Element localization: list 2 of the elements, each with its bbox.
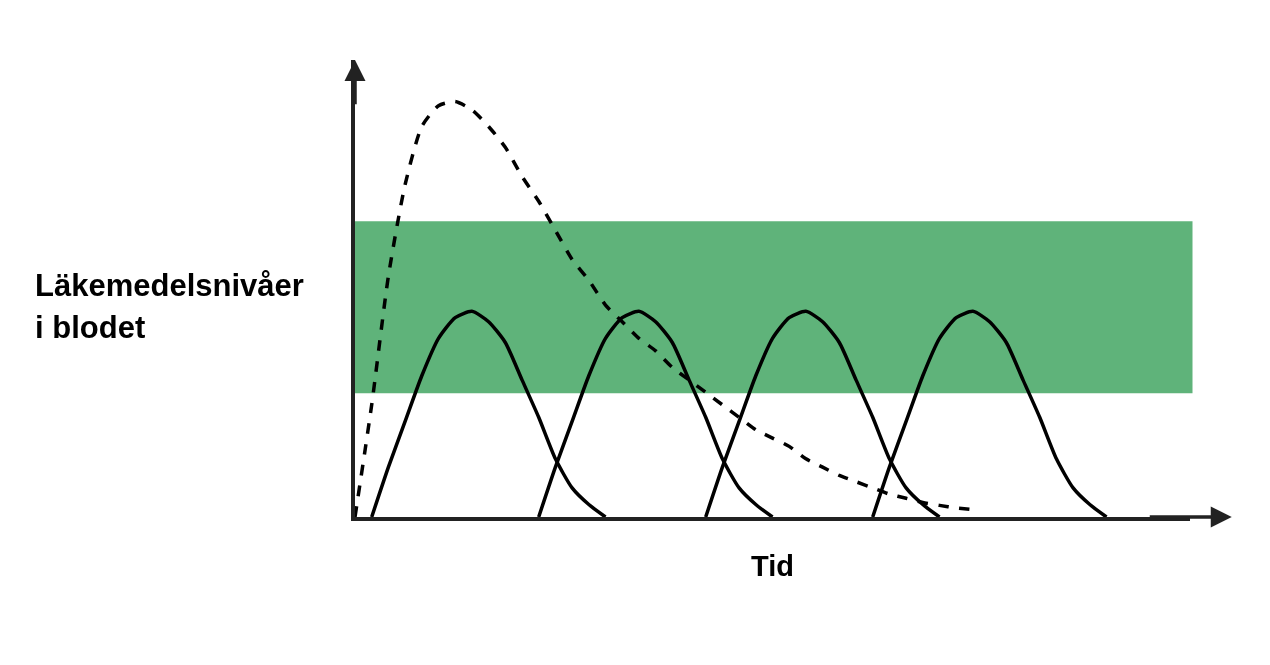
x-axis-title: Tid <box>751 550 794 583</box>
y-axis-title: Läkemedelsnivåer i blodet <box>35 267 305 347</box>
